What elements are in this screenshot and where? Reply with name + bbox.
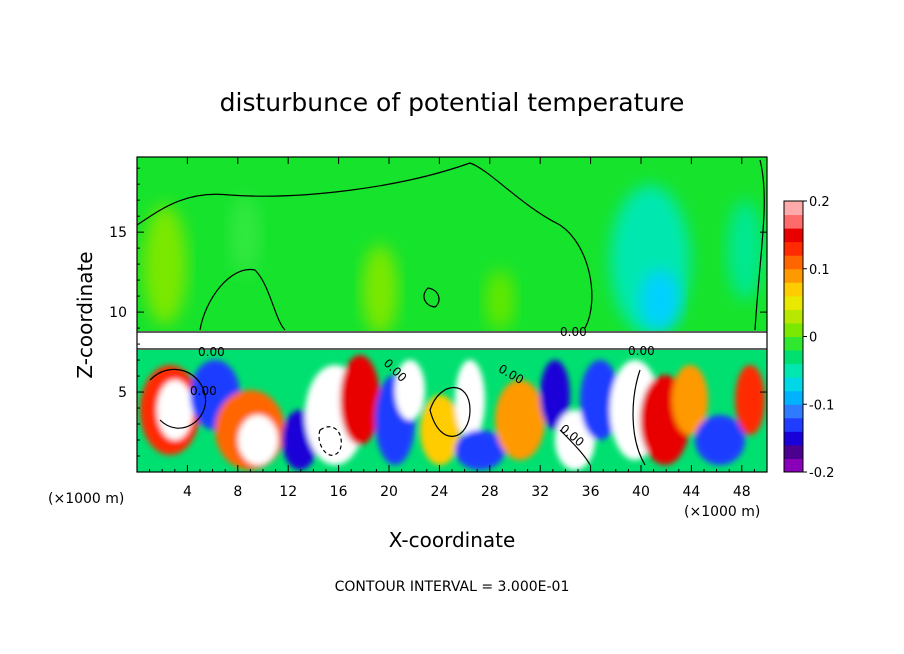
colorbar-swatch [784,282,803,297]
colorbar-swatch [784,201,803,216]
x-tick-label: 4 [183,484,192,500]
contour-line [754,159,765,331]
contour-line [429,386,471,437]
upper-field-blobs [143,185,763,335]
x-axis: 4 8 12 16 20 24 28 32 36 40 44 48 [149,157,755,500]
colorbar-swatch [784,255,803,270]
contour-interval-note: CONTOUR INTERVAL = 3.000E-01 [335,579,570,595]
y-axis: 5 10 15 [109,167,767,457]
x-tick-label: 32 [531,484,549,500]
colorbar-swatch [784,444,803,459]
colorbar-tick-label: 0 [809,331,817,346]
colorbar-swatch [784,431,803,446]
x-tick-label: 44 [682,484,700,500]
field-blob [727,200,763,300]
colorbar-swatch [784,322,803,337]
colorbar-swatch [784,268,803,283]
contour-label: 0.00 [628,344,655,358]
contour-label: 0.00 [560,325,587,339]
colorbar-swatch [784,377,803,392]
heatmap-field [137,157,767,472]
contour-line [423,287,440,308]
contour-label: 0.00 [198,345,225,359]
colorbar-tick-label: 0.1 [809,263,830,278]
colorbar-swatch [784,309,803,324]
y-tick-label: 15 [109,225,127,241]
x-tick-label: 36 [582,484,600,500]
contour-line [559,429,591,466]
colorbar-swatch [784,336,803,351]
y-tick-label: 10 [109,305,127,321]
contour-line [632,369,646,466]
field-blob [362,245,398,335]
inversion-band [137,331,767,350]
contour-lines [137,159,767,466]
x-unit-label-right: (×1000 m) [684,504,760,520]
x-tick-label: 20 [380,484,398,500]
y-tick-label: 5 [118,385,127,401]
contour-label: 0.00 [190,384,217,398]
x-axis-title: X-coordinate [389,528,516,552]
field-blob [485,270,515,330]
x-tick-label: 24 [430,484,448,500]
x-tick-label: 16 [330,484,348,500]
chart-title: disturbunce of potential temperature [220,88,685,117]
x-tick-label: 40 [632,484,650,500]
colorbar-swatch [784,363,803,378]
contour-line [137,162,593,329]
field-blob [230,195,260,275]
lower-field-blobs [137,350,767,472]
colorbar-swatch [784,228,803,243]
colorbar-tick-label: -0.2 [809,466,834,481]
colorbar-swatch [784,295,803,310]
colorbar-swatch [784,417,803,432]
colorbar-swatch [784,404,803,419]
colorbar-swatch [784,390,803,405]
colorbar: 0.2 0.1 0 -0.1 -0.2 [783,195,834,481]
contour-line [149,368,207,429]
y-axis-title: Z-coordinate [73,251,97,378]
field-blob [640,270,680,330]
colorbar-tick-label: -0.1 [809,398,834,413]
x-tick-label: 28 [481,484,499,500]
field-blob [143,205,187,325]
colorbar-swatch [784,241,803,256]
contour-line [199,269,286,331]
colorbar-swatch [784,350,803,365]
colorbar-tick-label: 0.2 [809,195,830,210]
x-tick-label: 12 [279,484,297,500]
x-tick-label: 48 [733,484,751,500]
colorbar-swatch [784,458,803,473]
x-tick-label: 8 [233,484,242,500]
colorbar-swatch [784,214,803,229]
x-unit-label: (×1000 m) [48,491,124,507]
